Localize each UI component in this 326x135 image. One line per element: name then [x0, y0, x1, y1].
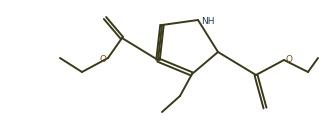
Text: NH: NH — [201, 16, 215, 26]
Text: O: O — [100, 55, 107, 63]
Text: O: O — [285, 55, 292, 63]
